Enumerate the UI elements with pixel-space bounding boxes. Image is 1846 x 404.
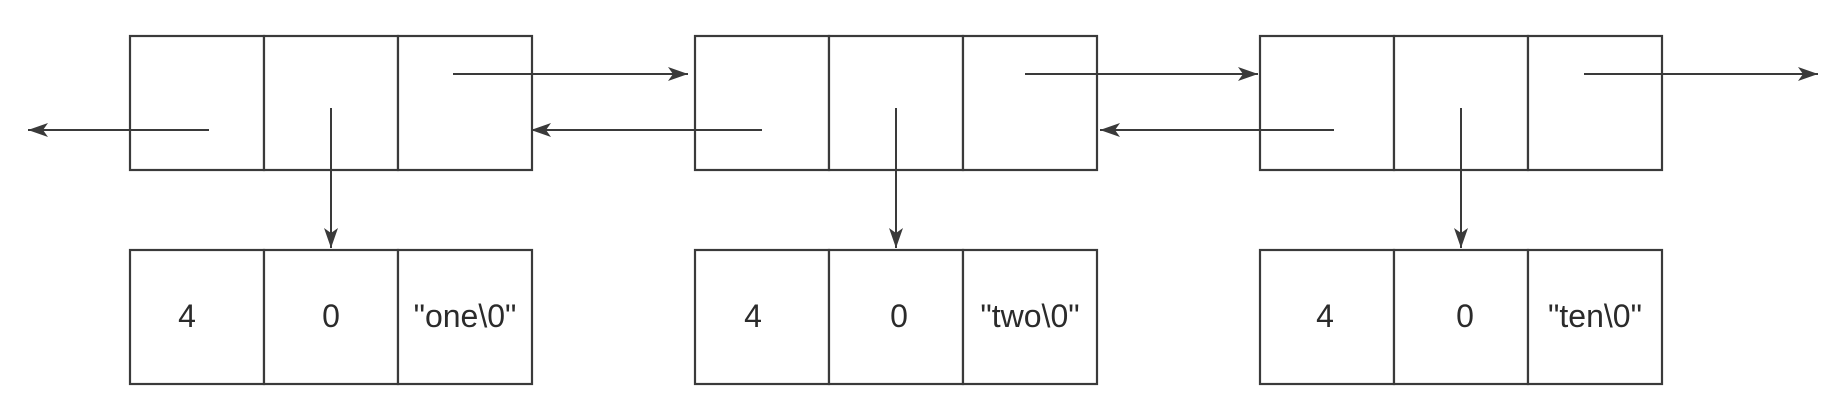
- prev-pointer-cell: [693, 34, 831, 172]
- flag-cell: [262, 248, 400, 386]
- length-cell: [693, 248, 831, 386]
- length-value: 4: [744, 298, 762, 334]
- flag-value: 0: [890, 298, 908, 334]
- list-node-2: [693, 34, 1099, 172]
- flag-value: 0: [1456, 298, 1474, 334]
- string-cell: [396, 248, 534, 386]
- string-value: "ten\0": [1548, 298, 1642, 334]
- string-value: "two\0": [980, 298, 1079, 334]
- prev-pointer-cell: [128, 34, 266, 172]
- data-block-2: 4 0 "two\0": [693, 248, 1099, 386]
- data-block-3: 4 0 "ten\0": [1258, 248, 1664, 386]
- next-pointer-cell: [396, 34, 534, 172]
- flag-cell: [827, 248, 965, 386]
- string-cell: [961, 248, 1099, 386]
- string-cell: [1526, 248, 1664, 386]
- length-cell: [1258, 248, 1396, 386]
- length-cell: [128, 248, 266, 386]
- prev-pointer-cell: [1258, 34, 1396, 172]
- flag-value: 0: [322, 298, 340, 334]
- next-pointer-cell: [961, 34, 1099, 172]
- data-block-1: 4 0 "one\0": [128, 248, 534, 386]
- next-pointer-cell: [1526, 34, 1664, 172]
- list-node-1: [128, 34, 534, 172]
- length-value: 4: [1316, 298, 1334, 334]
- string-value: "one\0": [414, 298, 517, 334]
- length-value: 4: [178, 298, 196, 334]
